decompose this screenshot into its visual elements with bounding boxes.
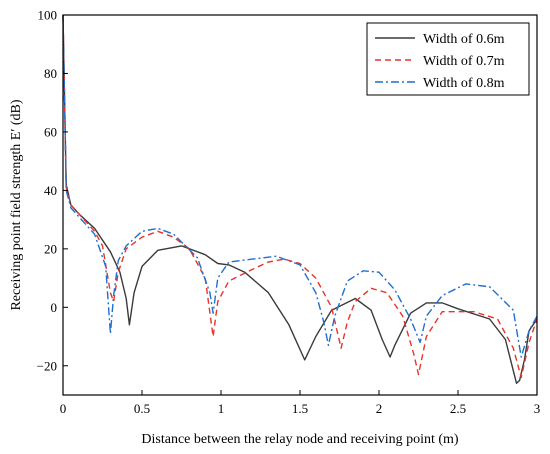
axis-ticks: 0 0.5 1 1.5 2 2.5 3 −20 0 20 40 60 80 100	[37, 8, 541, 417]
y-tick-label: −20	[37, 358, 57, 373]
y-tick-label: 80	[44, 66, 57, 81]
y-tick-label: 100	[38, 8, 58, 23]
series-line-2	[62, 14, 538, 379]
legend-label: Width of 0.6m	[423, 32, 505, 47]
x-tick-label: 0	[60, 401, 67, 416]
x-tick-label: 3	[534, 401, 541, 416]
y-axis-label: Receiving point field strength E′ (dB)	[9, 99, 24, 310]
y-tick-label: 40	[44, 183, 57, 198]
y-tick-label: 0	[51, 300, 58, 315]
legend-box	[366, 22, 530, 96]
x-tick-label: 2	[376, 401, 383, 416]
legend-label: Width of 0.7m	[423, 54, 505, 69]
y-tick-label: 20	[44, 241, 57, 256]
legend: Width of 0.6m Width of 0.7m Width of 0.8m	[366, 22, 530, 96]
x-axis-label: Distance between the relay node and rece…	[141, 432, 459, 447]
x-tick-label: 1.5	[292, 401, 308, 416]
plot-lines	[62, 14, 538, 384]
legend-label: Width of 0.8m	[423, 76, 505, 91]
series-line-1	[62, 14, 538, 384]
x-tick-label: 0.5	[134, 401, 150, 416]
series-line-3	[62, 14, 538, 358]
y-tick-label: 60	[44, 124, 57, 139]
x-tick-label: 2.5	[450, 401, 466, 416]
x-tick-label: 1	[218, 401, 225, 416]
